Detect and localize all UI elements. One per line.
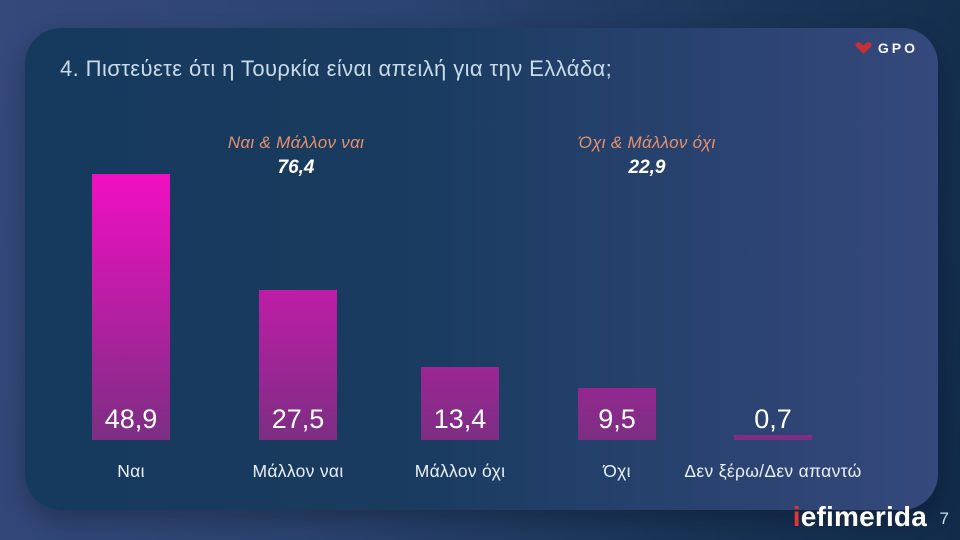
- gpo-logo: GPO: [855, 40, 918, 56]
- group-yes-name: Ναι & Μάλλον ναι: [227, 133, 365, 152]
- group-label-yes: Ναι & Μάλλον ναι 76,4: [136, 133, 456, 179]
- iefimerida-logo: iefimerida: [793, 501, 927, 533]
- iefimerida-logo-rest: efimerida: [800, 501, 927, 532]
- group-yes-value: 76,4: [277, 157, 315, 178]
- group-no-value: 22,9: [628, 157, 666, 178]
- question-title: 4. Πιστεύετε ότι η Τουρκία είναι απειλή …: [60, 56, 613, 81]
- chart-panel: [25, 28, 938, 510]
- page-number: 7: [939, 509, 949, 528]
- gpo-logo-text: GPO: [877, 40, 918, 56]
- iefimerida-logo-i: i: [792, 501, 801, 532]
- group-no-name: Όχι & Μάλλον όχι: [578, 133, 716, 152]
- gpo-heart-icon: [855, 41, 872, 54]
- group-label-no: Όχι & Μάλλον όχι 22,9: [487, 133, 807, 179]
